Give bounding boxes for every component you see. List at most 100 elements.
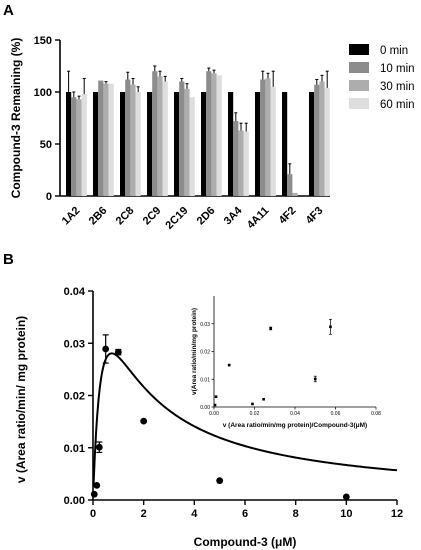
bar	[238, 130, 244, 196]
inset-y-tick-label: 0.01	[200, 377, 210, 383]
bar	[260, 79, 266, 196]
panel-a-letter: A	[3, 2, 14, 19]
bar	[174, 92, 180, 196]
bar	[314, 84, 320, 196]
bar	[309, 92, 315, 196]
inset-x-tick-label: 0.06	[331, 411, 341, 417]
bar	[162, 81, 168, 196]
bar	[179, 81, 185, 196]
bar	[103, 83, 109, 196]
category-label: 2C8	[114, 205, 137, 228]
bar	[319, 81, 325, 196]
data-point	[93, 481, 101, 489]
data-point	[140, 417, 148, 425]
data-point	[216, 477, 224, 485]
fit-curve	[92, 352, 398, 487]
x-tick-label: 6	[242, 508, 248, 520]
inset-x-tick-label: 0.04	[290, 411, 300, 417]
inset-data-point	[313, 377, 317, 381]
bar	[76, 99, 82, 196]
y-tick-label: 50	[40, 139, 52, 151]
bar	[228, 92, 234, 196]
legend-swatch	[349, 98, 369, 109]
panel-b-letter: B	[3, 251, 14, 268]
bar	[184, 88, 190, 196]
x-tick-label: 8	[293, 508, 299, 520]
category-label: 4A11	[245, 205, 272, 232]
bar	[243, 131, 249, 196]
category-label: 2C19	[163, 205, 190, 232]
bar	[125, 79, 131, 196]
inset-data-point	[213, 403, 217, 407]
data-point	[90, 490, 98, 498]
bar	[130, 84, 136, 196]
inset-x-axis-title: v (Area ratio/min/mg protein)/Compound-3…	[223, 422, 367, 429]
bar	[265, 78, 271, 196]
bar	[71, 97, 77, 196]
bar	[282, 92, 288, 196]
category-label: 4F2	[277, 205, 299, 227]
y-tick-label: 0.04	[64, 286, 86, 298]
bar	[66, 92, 72, 196]
x-tick-label: 2	[141, 508, 147, 520]
data-point	[342, 493, 350, 501]
x-axis-title: Compound-3 (μM)	[194, 535, 297, 549]
x-tick-label: 12	[391, 508, 403, 520]
y-axis-title: v (Area ratio/min/ mg protein)	[14, 316, 28, 483]
inset-y-tick-label: 0.03	[200, 322, 210, 328]
legend-label: 0 min	[380, 45, 408, 57]
data-point	[102, 345, 110, 353]
bar	[292, 192, 298, 196]
panel-b-inset-plot: 0.00 0.01 0.02 0.03 0.00 0.02 0.04 0.06 0.08 v (A…	[191, 296, 381, 429]
inset-data-point	[262, 397, 265, 401]
inset-x-tick-label: 0.00	[209, 411, 219, 417]
inset-data-point	[269, 327, 272, 330]
bar	[287, 174, 293, 196]
inset-y-axis-title: v(Area ratio/min/mg protein)	[191, 308, 198, 395]
category-label: 2B6	[87, 205, 110, 228]
inset-data-point	[227, 363, 231, 367]
category-label: 4F3	[304, 205, 326, 227]
inset-data-point	[251, 402, 254, 406]
legend-swatch	[349, 80, 369, 91]
category-label: 2C9	[141, 205, 164, 228]
legend-swatch	[349, 62, 369, 73]
y-tick-label: 150	[34, 35, 52, 47]
bar	[81, 94, 87, 196]
bar	[108, 83, 114, 196]
bar	[93, 92, 99, 196]
data-point	[114, 348, 122, 356]
category-label: 3A4	[222, 204, 245, 227]
panel-b-kinetics-plot: 0.00 0.01 0.02 0.03 0.04 0 2 4 6 8 10 12 Compound-3 …	[14, 286, 403, 549]
inset-x-tick-label: 0.02	[250, 411, 260, 417]
category-label: 1A2	[60, 205, 83, 228]
bar	[98, 80, 104, 196]
y-tick-label: 100	[34, 87, 52, 99]
bar	[120, 92, 126, 196]
x-tick-label: 4	[191, 508, 198, 520]
y-tick-label: 0.03	[64, 338, 85, 350]
bar	[157, 76, 163, 196]
legend-label: 60 min	[380, 99, 415, 111]
y-tick-label: 0	[46, 191, 52, 203]
inset-y-tick-label: 0.02	[200, 350, 210, 356]
inset-y-tick-label: 0.00	[200, 405, 210, 411]
category-label: 2D6	[195, 205, 218, 228]
x-tick-label: 0	[90, 508, 96, 520]
bar	[189, 97, 195, 196]
legend-label: 30 min	[380, 81, 415, 93]
x-tick-label: 10	[340, 508, 352, 520]
bar	[147, 92, 153, 196]
inset-x-tick-label: 0.08	[371, 411, 381, 417]
y-tick-label: 0.02	[64, 391, 85, 403]
y-tick-label: 0.01	[64, 443, 85, 455]
inset-data-point	[329, 325, 332, 329]
bar	[255, 92, 261, 196]
bar	[201, 92, 207, 196]
inset-data-point	[214, 395, 218, 399]
legend-swatch	[349, 44, 369, 55]
bar	[324, 87, 330, 196]
bar	[233, 121, 239, 196]
